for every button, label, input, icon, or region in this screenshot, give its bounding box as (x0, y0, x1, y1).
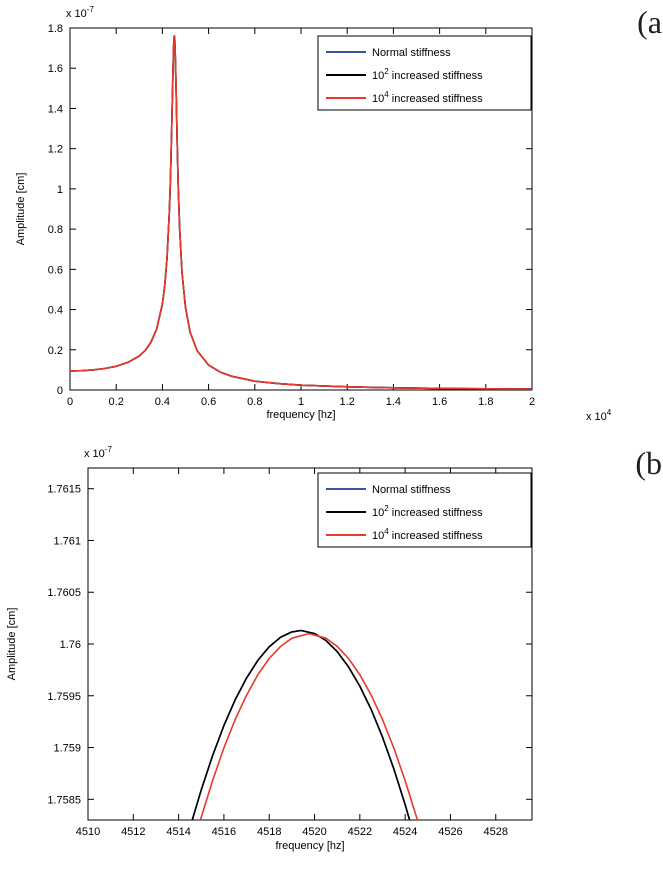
panel-b-label: (b (635, 445, 662, 481)
x-tick-label: 1 (298, 396, 304, 408)
y-scale-note: x 10-7 (66, 5, 94, 20)
y-scale-note: x 10-7 (84, 445, 112, 460)
x-tick-label: 4516 (212, 826, 236, 838)
x-tick-label: 4528 (484, 826, 508, 838)
y-tick-label: 1.7585 (47, 794, 81, 806)
legend-label-stiff-1e2: 102 increased stiffness (372, 67, 483, 82)
y-tick-label: 1.4 (48, 103, 63, 115)
panel-b: 4510 4512 4514 4516 4518 4520 4522 4524 4526 4528… (0, 437, 663, 873)
x-tick-label: 4512 (121, 826, 145, 838)
x-tick-label: 2 (529, 396, 535, 408)
x-tick-label: 1.8 (478, 396, 493, 408)
tick-labels: 0 0.2 0.4 0.6 0.8 1 1.2 1.4 1.6 1.8 2 0 0.2 0.4 0.6 0.8… (48, 23, 535, 408)
chart-b-plot: 4510 4512 4514 4516 4518 4520 4522 4524 4526 4528… (6, 445, 533, 852)
x-tick-label: 4514 (166, 826, 190, 838)
series-line-stiff-1e2 (191, 629, 411, 820)
x-axis-label: frequency [hz] (275, 840, 344, 852)
series-group (191, 629, 419, 820)
y-tick-label: 0.6 (48, 264, 63, 276)
y-tick-label: 1.7605 (47, 587, 81, 599)
series-line-stiff-1e4 (199, 632, 419, 820)
y-axis-label: Amplitude [cm] (6, 608, 18, 681)
y-tick-label: 0.8 (48, 224, 63, 236)
x-tick-label: 1.6 (432, 396, 447, 408)
y-tick-label: 0.2 (48, 345, 63, 357)
chart-a-plot: 0 0.2 0.4 0.6 0.8 1 1.2 1.4 1.6 1.8 2 0 0.2 0.4 0.6 0.8… (15, 5, 612, 423)
legend: Normal stiffness 102 increased stiffness 1… (317, 35, 532, 111)
x-tick-label: 0.4 (155, 396, 170, 408)
tick-labels: 4510 4512 4514 4516 4518 4520 4522 4524 4526 4528… (47, 484, 508, 838)
x-tick-label: 4520 (302, 826, 326, 838)
x-tick-label: 4522 (348, 826, 372, 838)
y-tick-label: 1.76 (60, 639, 81, 651)
legend-label-normal: Normal stiffness (372, 47, 451, 59)
legend-label-stiff-1e4: 104 increased stiffness (372, 527, 483, 542)
panel-a: 0 0.2 0.4 0.6 0.8 1 1.2 1.4 1.6 1.8 2 0 0.2 0.4 0.6 0.8… (15, 4, 662, 423)
x-tick-label: 4510 (76, 826, 100, 838)
x-tick-label: 1.4 (386, 396, 401, 408)
y-tick-label: 0.4 (48, 305, 63, 317)
y-tick-label: 1.2 (48, 144, 63, 156)
legend: Normal stiffness 102 increased stiffness 1… (317, 472, 532, 548)
x-tick-label: 4524 (393, 826, 417, 838)
x-tick-label: 4526 (438, 826, 462, 838)
x-tick-label: 0 (67, 396, 73, 408)
series-group (70, 35, 532, 390)
legend-label-normal: Normal stiffness (372, 484, 451, 496)
y-tick-label: 1.7595 (47, 691, 81, 703)
y-tick-label: 1.7615 (47, 484, 81, 496)
y-tick-label: 1.8 (48, 23, 63, 35)
y-tick-label: 1.6 (48, 63, 63, 75)
x-tick-label: 0.6 (201, 396, 216, 408)
x-scale-note: x 104 (586, 408, 612, 423)
y-tick-label: 1.759 (53, 743, 81, 755)
legend-label-stiff-1e4: 104 increased stiffness (372, 90, 483, 105)
x-tick-label: 0.8 (247, 396, 262, 408)
y-tick-label: 1.761 (53, 535, 81, 547)
x-axis-label: frequency [hz] (266, 409, 335, 421)
y-axis-label: Amplitude [cm] (15, 173, 27, 246)
y-tick-label: 1 (57, 184, 63, 196)
y-tick-label: 0 (57, 385, 63, 397)
x-tick-label: 4518 (257, 826, 281, 838)
series-line-stiff-1e4 (70, 35, 532, 390)
legend-label-stiff-1e2: 102 increased stiffness (372, 504, 483, 519)
panel-a-label: (a (637, 4, 662, 40)
x-tick-label: 1.2 (340, 396, 355, 408)
x-tick-label: 0.2 (109, 396, 124, 408)
